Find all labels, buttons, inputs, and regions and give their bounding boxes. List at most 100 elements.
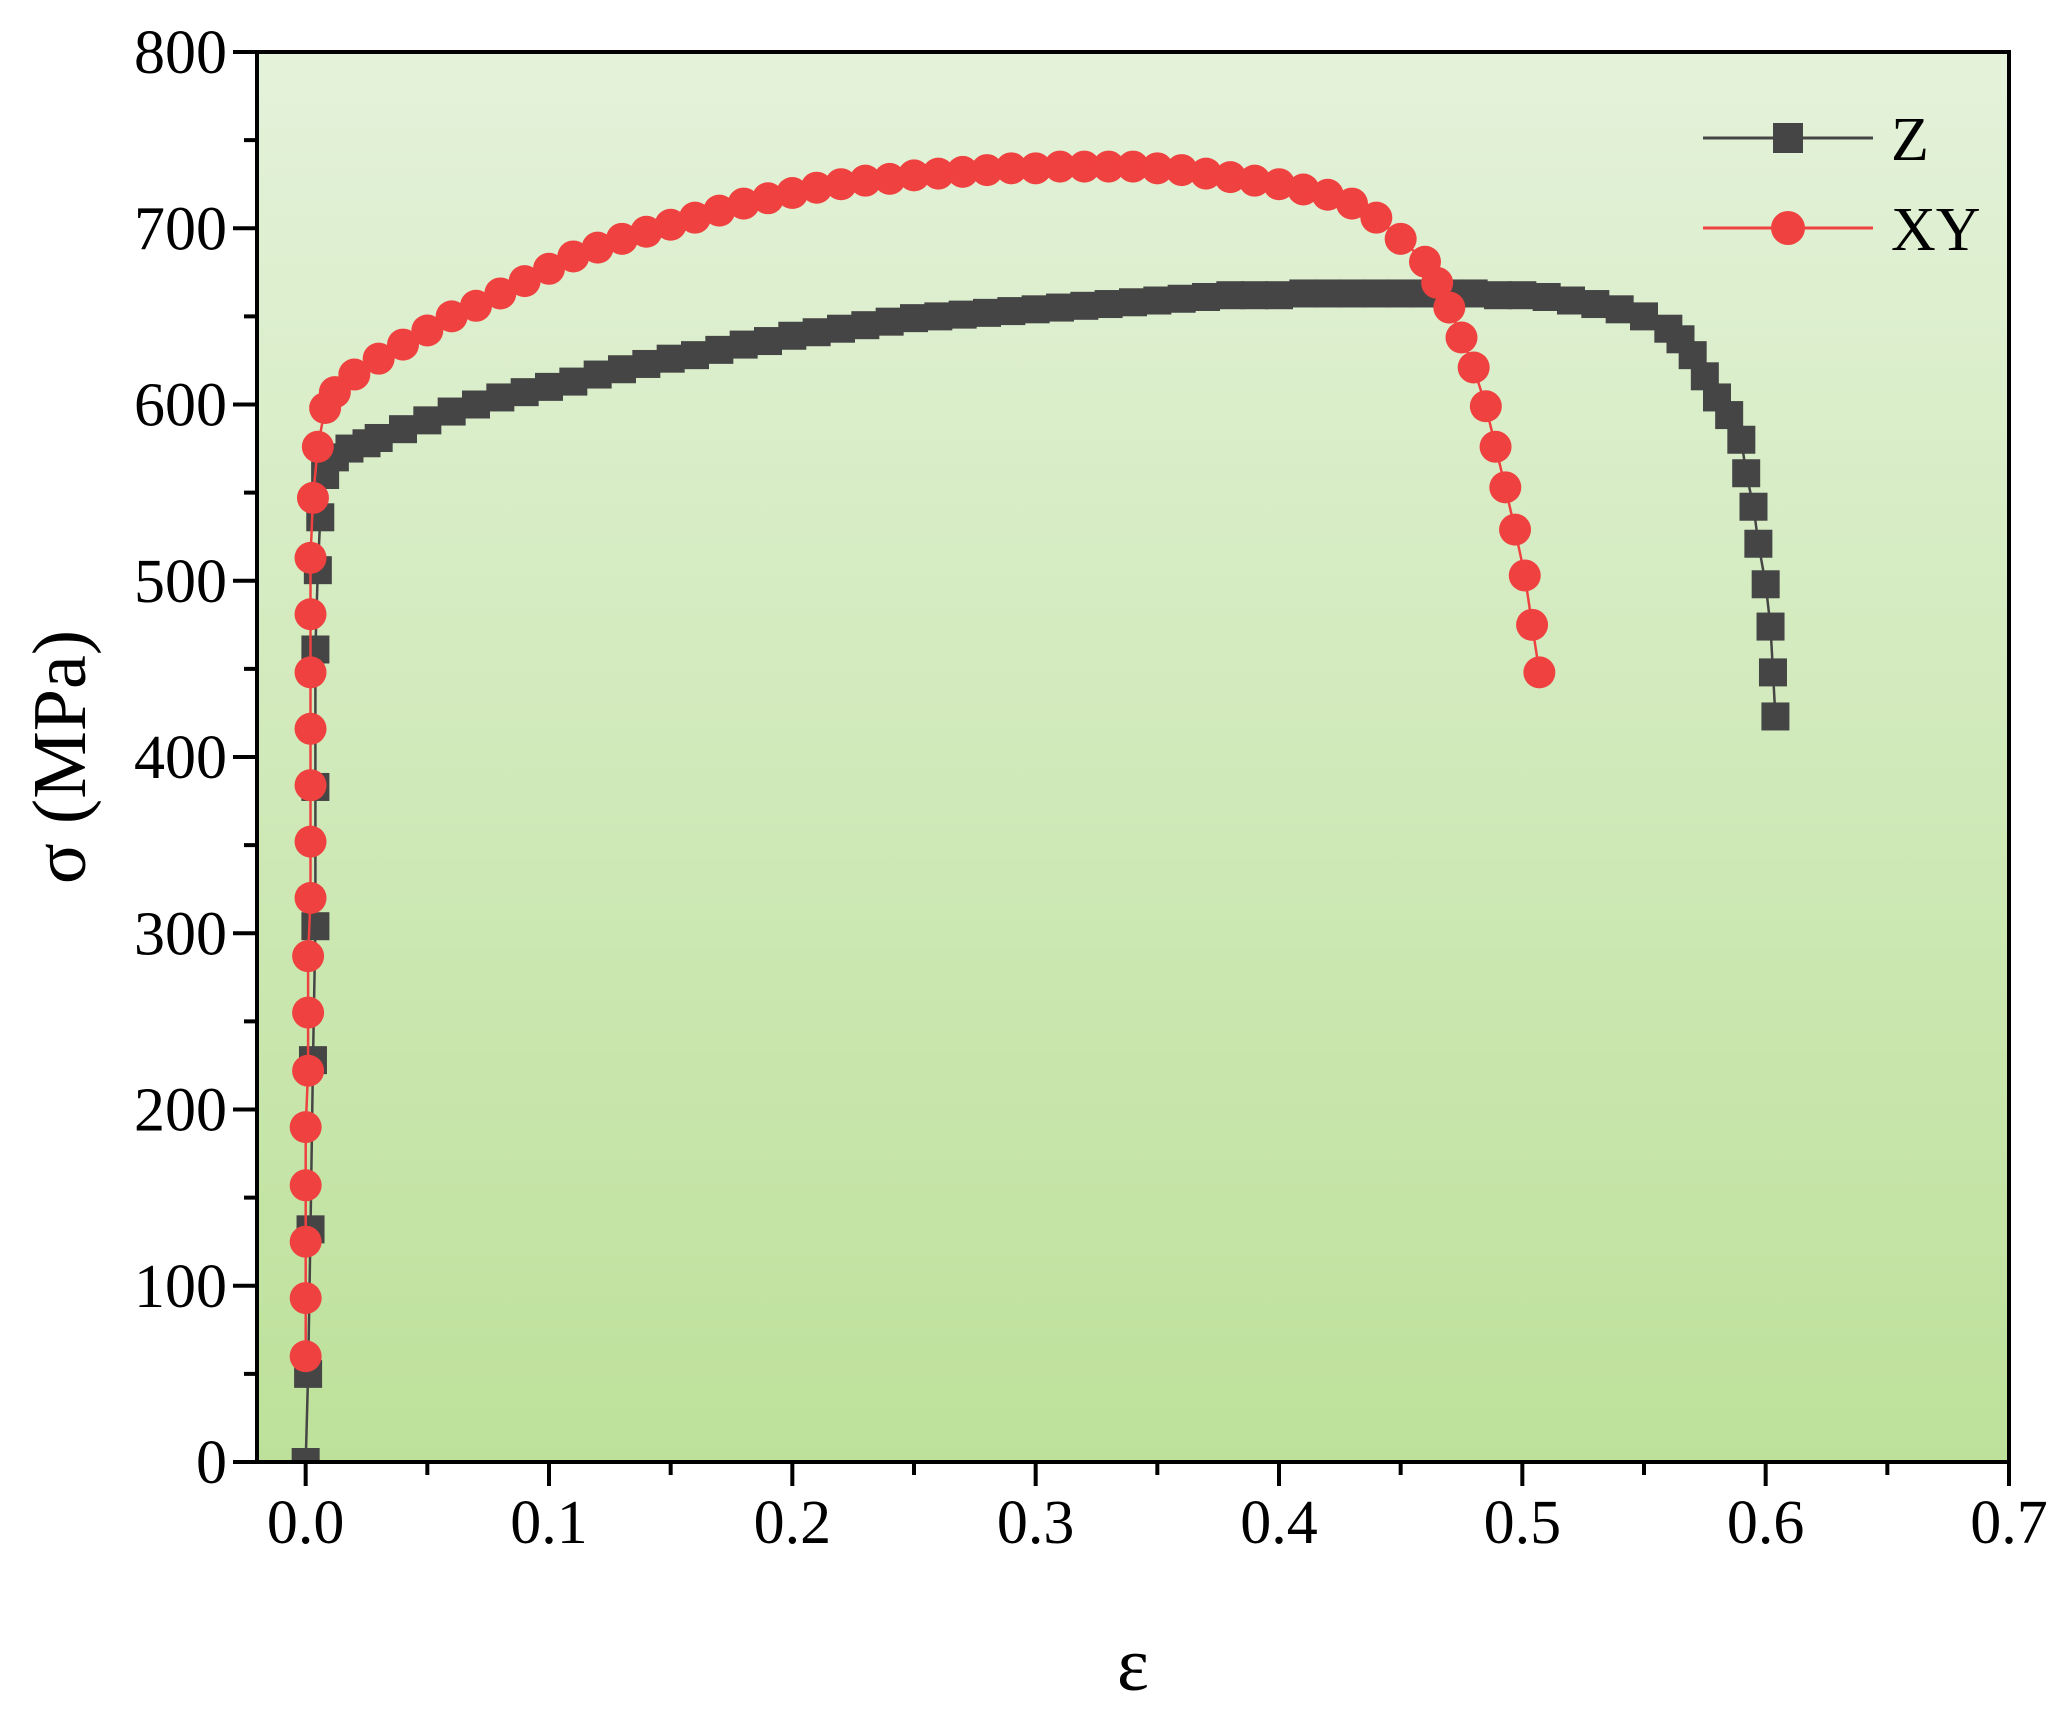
data-point (1094, 290, 1123, 319)
data-point (1739, 492, 1768, 521)
data-point (922, 157, 955, 190)
data-point (754, 327, 782, 356)
data-point (294, 769, 327, 802)
data-point (435, 300, 468, 333)
data-point (1240, 281, 1269, 310)
data-point (1457, 351, 1490, 384)
data-point (656, 344, 685, 373)
x-tick-label: 0.2 (754, 1489, 832, 1557)
data-point (946, 155, 979, 188)
data-point (1216, 281, 1245, 310)
data-point (486, 383, 515, 412)
data-point (294, 882, 327, 914)
data-point (1263, 168, 1295, 201)
x-tick-label: 0.1 (510, 1489, 588, 1557)
data-point (873, 162, 906, 195)
data-point (289, 1225, 322, 1258)
data-point (849, 164, 882, 197)
y-tick-label: 300 (134, 900, 227, 968)
data-point (1336, 187, 1368, 220)
series-xy (289, 150, 1556, 1373)
data-point (510, 378, 539, 407)
data-point (289, 1340, 322, 1373)
data-point (1744, 529, 1773, 558)
data-point (294, 825, 327, 858)
data-point (294, 541, 327, 574)
data-point (291, 1448, 320, 1462)
data-point (973, 298, 1001, 327)
y-tick-label: 500 (134, 548, 227, 616)
x-axis: 0.0 0.1 0.2 0.3 0.4 0.5 0.6 0.7 (267, 1462, 2048, 1557)
data-point (1508, 281, 1537, 310)
data-point (1532, 282, 1561, 311)
data-point (1499, 513, 1532, 546)
y-axis: 0 100 200 300 400 500 600 700 800 (134, 19, 257, 1497)
data-point (411, 314, 444, 347)
data-point (1046, 293, 1074, 322)
data-point (292, 940, 325, 973)
data-point (1068, 150, 1101, 183)
data-point (1756, 612, 1785, 641)
data-point (301, 430, 334, 463)
data-point (900, 304, 928, 333)
data-point (294, 598, 327, 631)
data-point (606, 222, 638, 255)
x-tick-label: 0.7 (1970, 1489, 2048, 1557)
data-point (364, 423, 393, 452)
data-point (1484, 281, 1512, 310)
legend-label: Z (1891, 106, 1929, 174)
data-point (460, 289, 492, 322)
data-point (437, 397, 466, 426)
y-tick-label: 0 (196, 1429, 227, 1497)
data-point (1630, 302, 1658, 331)
data-point (630, 215, 663, 248)
y-tick-label: 600 (134, 372, 227, 440)
data-point (800, 171, 833, 204)
data-point (971, 154, 1003, 187)
data-point (289, 1282, 322, 1315)
data-point (1433, 291, 1466, 324)
legend: Z XY (1703, 106, 1981, 264)
data-point (581, 231, 614, 264)
data-point (1386, 279, 1415, 308)
x-tick-label: 0.5 (1484, 1489, 1562, 1557)
data-point (727, 187, 760, 220)
data-point (705, 335, 734, 364)
legend-item-z: Z (1703, 106, 1929, 174)
data-point (948, 300, 977, 329)
data-point (1313, 279, 1342, 308)
data-point (1192, 282, 1220, 311)
x-axis-title: ε (1117, 1623, 1149, 1707)
data-point (292, 1054, 325, 1087)
data-point (296, 481, 329, 514)
data-point (294, 712, 327, 745)
data-point (484, 277, 517, 310)
data-point (583, 360, 612, 389)
data-point (654, 208, 687, 241)
data-point (729, 330, 758, 359)
data-point (1141, 152, 1174, 185)
legend-item-xy: XY (1703, 196, 1981, 264)
data-point (1508, 559, 1541, 592)
series-layer (289, 150, 1790, 1462)
data-point (1360, 201, 1393, 234)
legend-label: XY (1891, 196, 1981, 264)
data-point (679, 201, 711, 234)
data-point (1715, 401, 1744, 430)
legend-marker (1771, 211, 1805, 245)
data-point (898, 159, 930, 192)
data-point (1190, 157, 1222, 190)
data-point (1479, 430, 1512, 463)
data-point (681, 341, 709, 370)
legend-marker (1773, 123, 1803, 153)
data-point (289, 1169, 322, 1202)
data-point (362, 342, 395, 375)
data-point (1581, 290, 1610, 319)
series-z (291, 279, 1790, 1462)
plot-area-background (257, 52, 2009, 1462)
data-point (1119, 288, 1147, 317)
x-tick-label: 0.3 (997, 1489, 1075, 1557)
data-point (1311, 178, 1344, 211)
